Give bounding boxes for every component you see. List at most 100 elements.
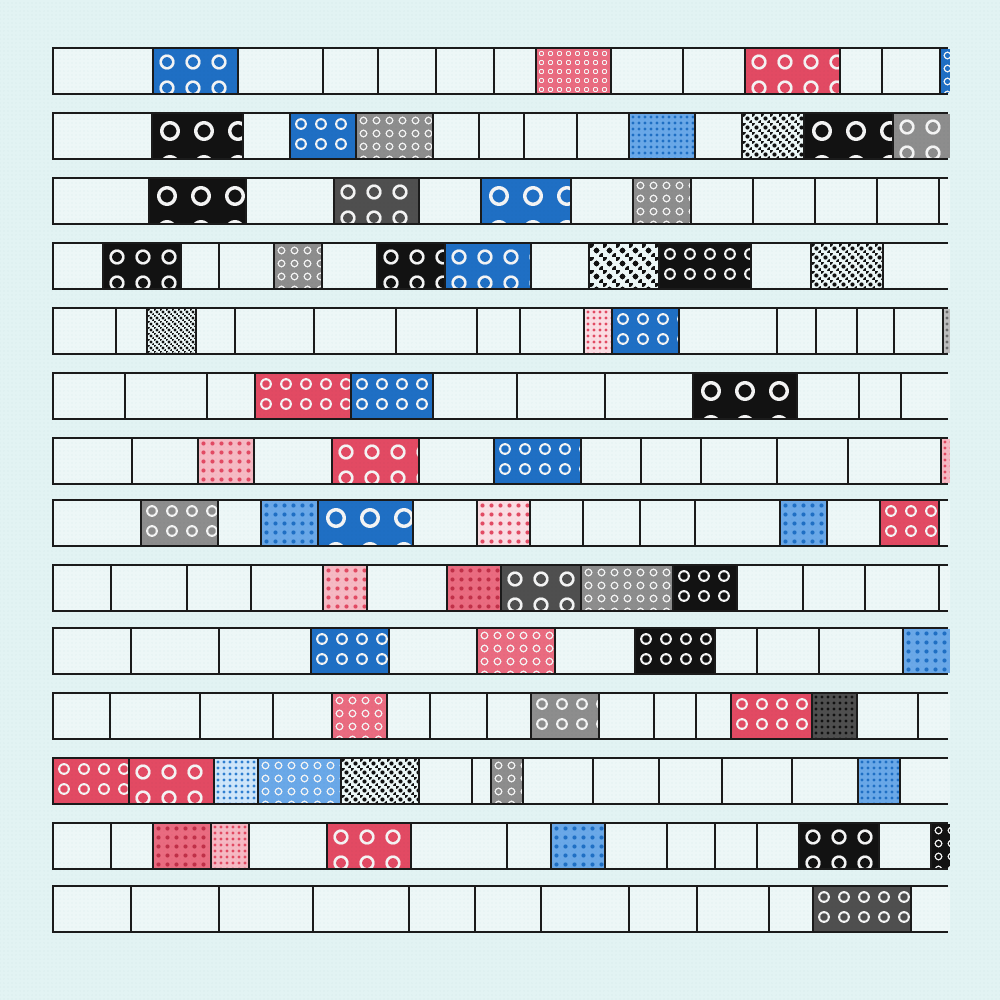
pattern-cell (132, 887, 220, 931)
pattern-cell (612, 49, 684, 93)
pattern-cell (54, 501, 143, 545)
pattern-cell (777, 439, 850, 483)
pattern-cell (696, 501, 781, 545)
pattern-cell (697, 694, 732, 738)
pattern-cell (798, 374, 860, 418)
pattern-cell (111, 694, 201, 738)
pattern-cell (680, 309, 779, 353)
pattern-cell (654, 694, 698, 738)
pattern-row (52, 437, 950, 485)
pattern-cell (323, 244, 378, 288)
pattern-cell (275, 244, 323, 288)
pattern-cell (150, 179, 247, 223)
pattern-cell (332, 694, 388, 738)
pattern-cell (660, 244, 752, 288)
pattern-cell (147, 309, 197, 353)
pattern-cell (478, 501, 532, 545)
pattern-cell (582, 439, 643, 483)
pattern-cell (495, 49, 537, 93)
pattern-cell (492, 759, 525, 803)
pattern-cell (117, 309, 148, 353)
pattern-cell (324, 49, 379, 93)
pattern-cell (525, 114, 578, 158)
pattern-cell (881, 501, 941, 545)
pattern-cell (413, 501, 479, 545)
pattern-cell (858, 759, 902, 803)
pattern-cell (250, 824, 328, 868)
pattern-cell (894, 114, 950, 158)
pattern-cell (54, 49, 154, 93)
pattern-cell (188, 566, 252, 610)
pattern-cell (805, 114, 895, 158)
pattern-cell (860, 374, 902, 418)
pattern-cell (692, 179, 754, 223)
pattern-cell (420, 179, 482, 223)
pattern-cell (182, 244, 220, 288)
pattern-cell (668, 824, 716, 868)
pattern-cell (390, 629, 478, 673)
pattern-cell (942, 439, 950, 483)
pattern-cell (508, 824, 552, 868)
pattern-cell (812, 244, 884, 288)
pattern-cell (584, 501, 642, 545)
pattern-cell (902, 374, 950, 418)
pattern-cell (212, 824, 250, 868)
pattern-cell (142, 501, 220, 545)
pattern-row (52, 757, 950, 805)
pattern-cell (502, 566, 582, 610)
pattern-cell (154, 49, 239, 93)
pattern-cell (858, 309, 895, 353)
pattern-cell (419, 439, 496, 483)
pattern-cell (884, 244, 950, 288)
pattern-cell (813, 694, 859, 738)
pattern-cell (894, 309, 944, 353)
pattern-cell (104, 244, 182, 288)
pattern-cell (940, 179, 950, 223)
pattern-cell (943, 309, 950, 353)
pattern-cell (342, 759, 421, 803)
pattern-row (52, 177, 950, 225)
pattern-cell (552, 824, 606, 868)
pattern-cell (723, 759, 794, 803)
pattern-cell (379, 49, 437, 93)
pattern-cell (606, 824, 668, 868)
pattern-row (52, 885, 950, 933)
pattern-cell (54, 887, 132, 931)
pattern-cell (259, 759, 343, 803)
pattern-cell (315, 309, 397, 353)
pattern-cell (912, 887, 950, 931)
pattern-row (52, 822, 950, 870)
pattern-cell (482, 179, 572, 223)
pattern-cell (919, 694, 950, 738)
pattern-cell (584, 309, 614, 353)
pattern-cell (412, 824, 508, 868)
pattern-cell (866, 566, 940, 610)
pattern-cell (606, 374, 694, 418)
pattern-cell (368, 566, 448, 610)
pattern-cell (880, 824, 932, 868)
pattern-cell (524, 759, 595, 803)
pattern-cell (817, 309, 859, 353)
pattern-cell (698, 887, 770, 931)
pattern-row (52, 112, 950, 160)
pattern-cell (319, 501, 414, 545)
pattern-cell (420, 759, 474, 803)
pattern-cell (758, 629, 820, 673)
pattern-cell (630, 114, 697, 158)
pattern-cell (478, 309, 522, 353)
pattern-cell (793, 759, 859, 803)
pattern-cell (239, 49, 324, 93)
pattern-cell (112, 824, 154, 868)
pattern-cell (196, 309, 236, 353)
pattern-row (52, 692, 950, 740)
pattern-cell (940, 501, 950, 545)
pattern-cell (878, 179, 940, 223)
pattern-cell (314, 887, 410, 931)
pattern-cell (932, 824, 950, 868)
pattern-cell (133, 439, 200, 483)
pattern-cell (599, 694, 655, 738)
pattern-cell (883, 49, 941, 93)
pattern-cell (255, 439, 333, 483)
pattern-cell (54, 114, 154, 158)
pattern-cell (54, 439, 134, 483)
